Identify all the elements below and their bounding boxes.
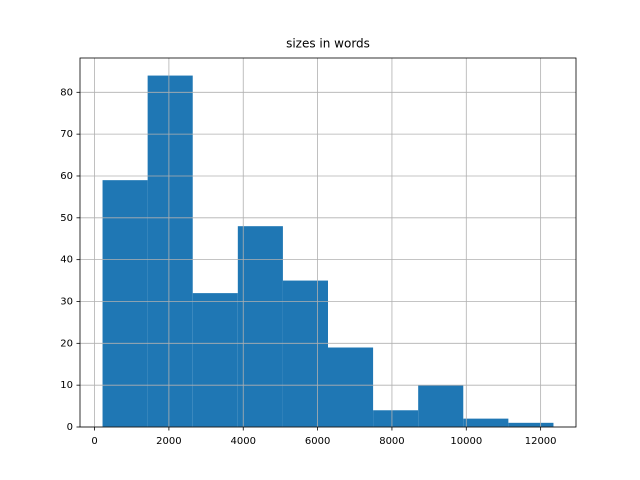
y-tick-label: 0 xyxy=(67,422,73,433)
x-tick-label: 8000 xyxy=(379,436,404,447)
bar xyxy=(192,293,238,427)
x-tick-label: 12000 xyxy=(525,436,557,447)
bar xyxy=(282,280,328,427)
y-tick-label: 80 xyxy=(60,87,73,98)
bar xyxy=(463,418,509,427)
y-tick-label: 40 xyxy=(60,255,73,266)
x-tick-label: 2000 xyxy=(156,436,181,447)
x-tick-label: 4000 xyxy=(231,436,256,447)
plot-frame xyxy=(79,57,577,428)
x-tick-label: 10000 xyxy=(450,436,482,447)
chart-title: sizes in words xyxy=(286,37,370,51)
y-tick-label: 30 xyxy=(60,296,73,307)
x-tick-label: 0 xyxy=(91,436,97,447)
bar xyxy=(418,385,464,427)
bar xyxy=(373,410,419,427)
y-tick-label: 60 xyxy=(60,171,73,182)
y-tick-label: 20 xyxy=(60,338,73,349)
y-tick-label: 50 xyxy=(60,213,73,224)
x-tick-label: 6000 xyxy=(305,436,330,447)
y-tick-label: 70 xyxy=(60,129,73,140)
bar xyxy=(237,226,283,427)
bar xyxy=(508,422,554,427)
y-tick-label: 10 xyxy=(60,380,73,391)
bar xyxy=(328,347,374,427)
bar xyxy=(102,180,148,427)
bar xyxy=(147,75,193,428)
